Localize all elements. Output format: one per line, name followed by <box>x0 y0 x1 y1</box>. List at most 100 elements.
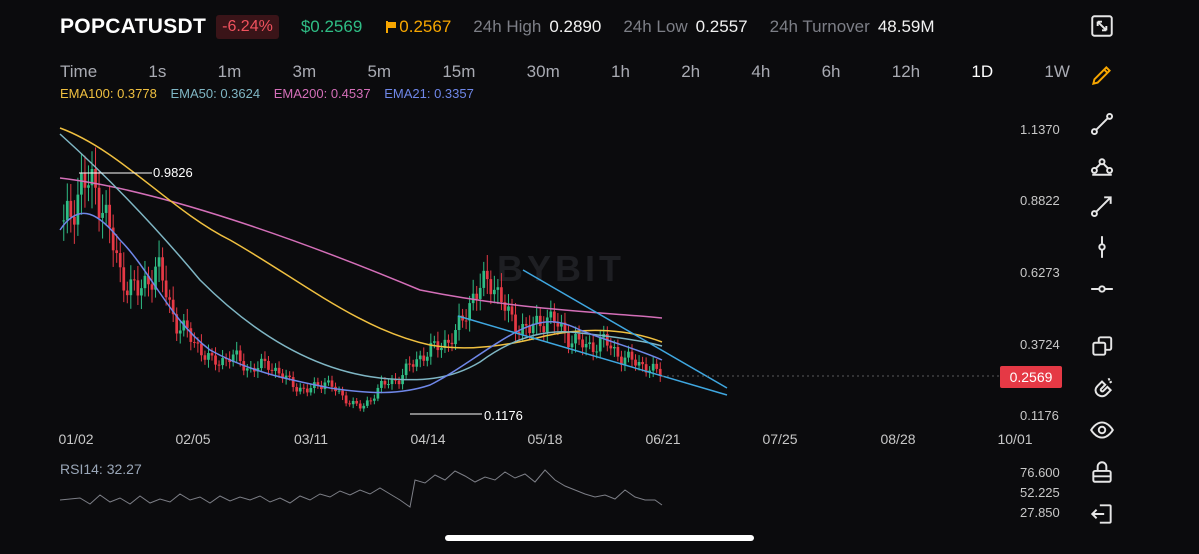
candle-body <box>327 380 330 383</box>
candle-body <box>270 369 274 371</box>
candle-body <box>440 347 443 351</box>
candle-body <box>432 341 436 343</box>
vertical-line-icon[interactable] <box>1084 230 1120 264</box>
candle-body <box>411 364 415 367</box>
candle-body <box>238 350 242 362</box>
candle-body <box>408 363 412 365</box>
candle-body <box>76 194 80 225</box>
candle-body <box>482 270 486 288</box>
candle-body <box>320 385 323 390</box>
candle-body <box>305 388 309 393</box>
ray-icon[interactable] <box>1084 189 1120 223</box>
candle-body <box>161 257 164 281</box>
ema-legend: EMA100: 0.3778 EMA50: 0.3624 EMA200: 0.4… <box>60 86 484 101</box>
candle-body <box>450 342 454 345</box>
symbol-name[interactable]: POPCATUSDT <box>60 15 207 38</box>
candle-body <box>383 380 387 385</box>
pencil-icon[interactable] <box>1084 58 1120 92</box>
tf-6h[interactable]: 6h <box>821 62 841 81</box>
ema50-label[interactable]: EMA50: 0.3624 <box>170 86 261 101</box>
candle-body <box>125 290 129 296</box>
candle-body <box>514 314 517 332</box>
candle-body <box>500 287 503 303</box>
last-price: $0.2569 <box>300 17 363 36</box>
line-segment-icon[interactable] <box>1084 107 1120 141</box>
candle-body <box>528 325 532 334</box>
high-marker-label: 0.9826 <box>153 165 193 180</box>
trendline-upper <box>522 269 728 389</box>
candle-body <box>132 279 136 281</box>
candle-body <box>464 320 468 322</box>
candle-body <box>164 280 168 298</box>
candle-body <box>235 350 239 355</box>
candle-body <box>104 204 108 213</box>
tf-4h[interactable]: 4h <box>751 62 771 81</box>
lock-icon[interactable] <box>1084 455 1120 489</box>
date-axis-label: 04/14 <box>410 431 446 447</box>
candle-body <box>217 364 221 366</box>
candle-body <box>369 400 373 402</box>
candle-body <box>330 380 334 387</box>
home-indicator[interactable] <box>445 535 754 541</box>
candle-body <box>284 375 288 379</box>
candle-body <box>175 314 179 334</box>
tf-5m[interactable]: 5m <box>367 62 392 81</box>
tf-1w[interactable]: 1W <box>1044 62 1070 81</box>
horizontal-line-icon[interactable] <box>1084 272 1120 306</box>
candle-body <box>302 387 306 389</box>
candle-body <box>323 382 327 390</box>
candle-body <box>563 322 567 333</box>
rsi-label[interactable]: RSI14: 32.27 <box>60 461 142 477</box>
eye-icon[interactable] <box>1084 413 1120 447</box>
exit-icon[interactable] <box>1084 497 1120 531</box>
candle-body <box>351 400 355 405</box>
polyline-icon[interactable] <box>1084 148 1120 182</box>
candle-body <box>620 356 623 365</box>
candle-body <box>447 339 450 343</box>
ema200-label[interactable]: EMA200: 0.4537 <box>273 86 371 101</box>
fullscreen-icon[interactable] <box>1084 9 1120 43</box>
ticker-header: POPCATUSDT -6.24% $0.2569 0.2567 24h Hig… <box>60 12 935 42</box>
date-axis-label: 06/21 <box>645 431 681 447</box>
tf-12h[interactable]: 12h <box>891 62 921 81</box>
magnet-icon[interactable] <box>1084 371 1120 405</box>
candle-body <box>443 339 447 348</box>
candle-body <box>542 326 546 333</box>
candle-body <box>616 346 620 357</box>
candle-body <box>658 368 662 376</box>
tf-30m[interactable]: 30m <box>526 62 560 81</box>
ema100-label[interactable]: EMA100: 0.3778 <box>60 86 157 101</box>
rsi-axis-label: 52.225 <box>1020 485 1060 500</box>
candle-body <box>510 306 514 315</box>
tf-1h[interactable]: 1h <box>611 62 630 81</box>
candle-body <box>531 323 535 334</box>
tf-1s[interactable]: 1s <box>148 62 167 81</box>
change-badge: -6.24% <box>216 15 279 39</box>
tf-1d[interactable]: 1D <box>971 62 994 81</box>
layers-icon[interactable] <box>1084 329 1120 363</box>
candle-body <box>545 317 549 333</box>
candle-body <box>552 311 556 323</box>
candle-body <box>489 279 493 295</box>
date-axis-label: 05/18 <box>527 431 563 447</box>
ema21-label[interactable]: EMA21: 0.3357 <box>384 86 474 101</box>
candle-body <box>291 377 295 388</box>
candle-body <box>591 342 595 352</box>
candle-body <box>214 355 217 365</box>
tf-3m[interactable]: 3m <box>292 62 317 81</box>
ema100-line <box>59 127 663 349</box>
tf-time[interactable]: Time <box>60 62 98 81</box>
turnover-value: 48.59M <box>877 17 935 36</box>
candle-body <box>298 387 302 392</box>
tf-2h[interactable]: 2h <box>681 62 701 81</box>
tf-15m[interactable]: 15m <box>442 62 476 81</box>
candle-body <box>245 368 249 371</box>
candle-body <box>468 303 472 321</box>
tf-1m[interactable]: 1m <box>217 62 242 81</box>
candle-body <box>72 216 76 225</box>
candle-body <box>94 169 97 188</box>
candle-body <box>612 346 616 349</box>
candle-body <box>478 287 482 299</box>
ema21-line <box>59 212 663 394</box>
